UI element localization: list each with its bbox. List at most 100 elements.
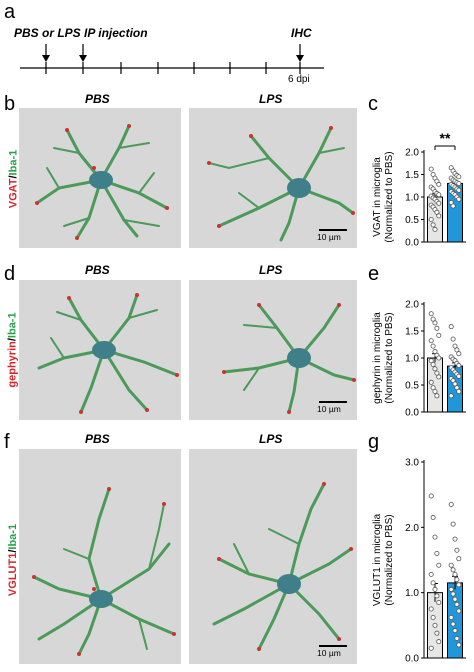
y-axis-label: VGAT in microglia [372,157,383,237]
data-point [454,577,460,583]
data-point [428,311,434,317]
data-point [452,381,458,387]
scale-bar [319,229,347,231]
micrograph-lps-vglut1: 10 µm [189,449,357,664]
data-point [434,630,440,636]
arrow-ihc [296,44,304,62]
micrograph-pbs-vgat [19,108,181,248]
data-point [452,628,458,634]
data-point [428,217,434,223]
microglia-cell-image [37,293,179,414]
data-point [454,347,460,353]
timeline-ticks [45,62,301,74]
data-point [436,562,442,568]
data-point [448,501,454,507]
data-point [428,606,434,612]
data-point [436,213,442,219]
data-point [428,166,434,172]
timeline-injection-label: PBS or LPS IP injection [14,26,148,40]
y-tick-label: 2.0 [405,523,419,534]
data-point [454,635,460,641]
data-point [448,393,454,399]
data-point [452,343,458,349]
data-point [432,349,438,355]
data-point [456,181,462,187]
y-tick-label: 2.0 [405,300,419,311]
data-point [436,599,442,605]
data-point [456,388,462,394]
timeline-ihc-label: IHC [291,26,312,40]
scale-bar [319,645,347,647]
data-point [430,222,436,228]
data-point [454,547,460,553]
data-point [432,586,438,592]
y-axis-label: (Normalized to PBS) [384,312,395,403]
condition-label-pbs: PBS [85,432,110,446]
y-tick-label: 3.0 [405,458,419,469]
scale-bar-label: 10 µm [317,232,341,242]
data-point [428,338,434,344]
significance-label: ** [440,130,451,146]
bar-chart-vglut1: VGLUT1 in microglia (Normalized to PBS) 0.… [372,458,466,665]
y-tick-label: 1.5 [405,170,419,181]
data-point [450,521,456,527]
microglia-cell-image [212,482,353,651]
data-point [430,614,436,620]
data-point [430,361,436,367]
data-point [436,192,442,198]
microglia-cell-image [32,487,176,656]
data-point [430,515,436,521]
timeline-day-label: 6 dpi [288,74,310,85]
data-point [448,562,454,568]
data-point [434,550,440,556]
data-point [434,325,440,331]
data-point [428,493,434,499]
data-point [434,593,440,599]
data-point [436,639,442,645]
microglia-cell-image [207,126,355,242]
y-tick-label: 0.0 [405,654,419,665]
condition-label-lps: LPS [259,263,283,277]
data-point [456,174,462,180]
panel-letter-d: d [4,263,16,285]
data-point [452,536,458,542]
arrow-injection-pbs [42,44,50,62]
timeline-diagram [20,44,324,74]
micrograph-lps-gephyrin: 10 µm [189,280,357,420]
data-point [434,370,440,376]
data-point [436,181,442,187]
data-point [448,614,454,620]
data-point [430,343,436,349]
data-point [432,320,438,326]
condition-label-lps: LPS [259,432,283,446]
data-point [432,226,438,232]
y-axis-label: (Normalized to PBS) [384,514,395,605]
data-point [454,601,460,607]
y-tick-label: 1.0 [405,588,419,599]
data-point [432,388,438,394]
data-point [456,582,462,588]
panel-letter-a: a [4,1,16,23]
data-point [456,187,462,193]
data-point [448,586,454,592]
data-point [436,200,442,206]
y-axis-label: (Normalized to PBS) [384,151,395,242]
data-point [428,358,434,364]
data-point [450,336,456,342]
panel-letter-e: e [368,263,380,285]
data-point [436,355,442,361]
data-point [432,534,438,540]
data-point [448,324,454,330]
micrograph-pbs-vglut1 [19,449,181,664]
bar-chart-gephyrin: gephyrin in microglia (Normalized to PBS)… [372,300,466,419]
scale-bar-label: 10 µm [317,648,341,658]
y-tick-label: 0.0 [405,238,419,249]
y-tick-label: 1.0 [405,354,419,365]
bar-chart-vgat: VGAT in microglia (Normalized to PBS) 0.0 0… [372,130,466,249]
data-point [452,571,458,577]
data-point [452,596,458,602]
data-point [450,203,456,209]
y-tick-label: 1.0 [405,193,419,204]
data-point [450,567,456,573]
micrograph-lps-vgat: 10 µm [189,108,357,248]
